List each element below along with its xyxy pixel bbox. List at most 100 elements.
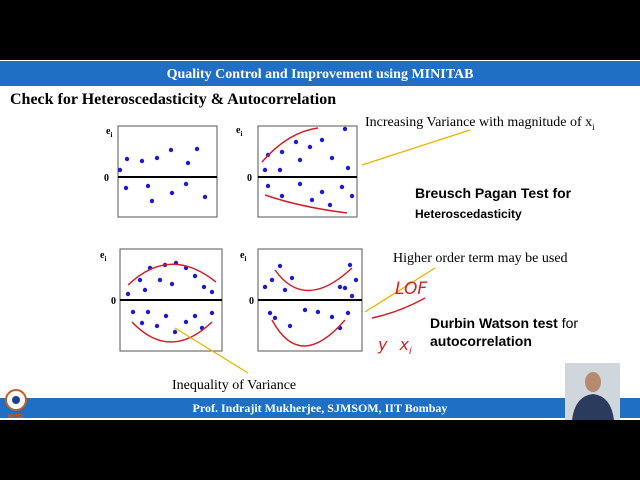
webcam-body — [572, 394, 614, 420]
logo-text: NPTEL — [8, 414, 24, 420]
handwritten-curve — [131, 321, 213, 343]
dot — [145, 183, 151, 189]
dot — [157, 277, 163, 283]
test-name-rest: for — [558, 315, 579, 331]
dot — [154, 323, 160, 329]
dot — [329, 314, 335, 320]
footer-band — [0, 398, 640, 418]
dot — [125, 291, 131, 297]
header-band — [0, 61, 640, 86]
annotation-sub: i — [592, 122, 595, 132]
dot — [342, 126, 348, 132]
dot — [169, 190, 175, 196]
handwritten-curve — [264, 194, 348, 214]
handwritten-x: x — [398, 335, 409, 354]
handwritten-curve — [271, 319, 346, 347]
dot — [315, 309, 321, 315]
dot — [172, 329, 178, 335]
dot — [137, 277, 143, 283]
dot — [353, 277, 359, 283]
dot — [277, 167, 283, 173]
handwritten-curve — [127, 263, 217, 286]
dot — [139, 320, 145, 326]
annotation-main: Increasing Variance with magnitude of x — [365, 115, 592, 130]
dot — [279, 193, 285, 199]
handwritten-note: LOF — [395, 279, 427, 299]
dot — [139, 158, 145, 164]
dot — [329, 155, 335, 161]
dot — [347, 262, 353, 268]
dot — [123, 185, 129, 191]
dot — [337, 284, 343, 290]
dot — [202, 194, 208, 200]
dot — [154, 155, 160, 161]
dot — [262, 167, 268, 173]
dot — [265, 183, 271, 189]
dot — [145, 309, 151, 315]
pointer-line — [174, 327, 249, 374]
dot — [209, 310, 215, 316]
dot — [277, 263, 283, 269]
test-name: Heteroscedasticity — [415, 207, 522, 221]
dot — [319, 137, 325, 143]
dot — [194, 146, 200, 152]
webcam-face — [585, 372, 601, 392]
axis-label-main: e — [106, 126, 111, 137]
dot — [269, 277, 275, 283]
zero-label: 0 — [249, 296, 254, 307]
dot — [345, 165, 351, 171]
test-name: Breusch Pagan Test for — [415, 185, 572, 201]
dot — [130, 309, 136, 315]
zero-label: 0 — [111, 296, 116, 307]
dot — [142, 287, 148, 293]
annotation: Increasing Variance with magnitude of xi — [365, 115, 595, 132]
dot — [279, 149, 285, 155]
slide-background — [0, 60, 640, 420]
dot — [183, 319, 189, 325]
dot — [289, 275, 295, 281]
dot — [272, 315, 278, 321]
dot — [339, 184, 345, 190]
dot — [349, 193, 355, 199]
dot — [209, 289, 215, 295]
dot — [185, 160, 191, 166]
heading: Check for Heteroscedasticity & Autocorre… — [10, 91, 336, 108]
dot — [287, 323, 293, 329]
test-name-bold: Durbin Watson test — [430, 315, 558, 331]
dot — [282, 287, 288, 293]
dot — [307, 144, 313, 150]
dot — [319, 189, 325, 195]
dot — [345, 310, 351, 316]
axis-label-sub: i — [110, 131, 112, 139]
header-title: Quality Control and Improvement using MI… — [167, 67, 474, 82]
dot — [309, 197, 315, 203]
annotation: Inequality of Variance — [172, 378, 296, 393]
dot — [168, 147, 174, 153]
axis-label-main: e — [240, 250, 245, 261]
zero-label: 0 — [104, 173, 109, 184]
axis-label: ei — [240, 250, 246, 263]
axis-label: ei — [106, 126, 112, 139]
dot — [192, 273, 198, 279]
dot — [149, 198, 155, 204]
plot-frame — [117, 125, 218, 218]
plot-frame — [257, 125, 358, 218]
pointer-line — [364, 267, 436, 313]
dot — [293, 139, 299, 145]
handwritten-y: y — [377, 335, 388, 354]
pointer-line — [361, 129, 471, 166]
dot — [163, 313, 169, 319]
axis-label: ei — [100, 250, 106, 263]
axis-label-main: e — [100, 250, 105, 261]
annotation: Higher order term may be used — [393, 251, 568, 266]
handwritten-note: y xi — [377, 335, 412, 357]
dot — [327, 202, 333, 208]
axis-label-main: e — [236, 125, 241, 136]
dot — [117, 167, 123, 173]
dot — [169, 281, 175, 287]
dot — [267, 310, 273, 316]
dot — [124, 156, 130, 162]
zero-label: 0 — [247, 173, 252, 184]
axis-label-sub: i — [244, 255, 246, 263]
